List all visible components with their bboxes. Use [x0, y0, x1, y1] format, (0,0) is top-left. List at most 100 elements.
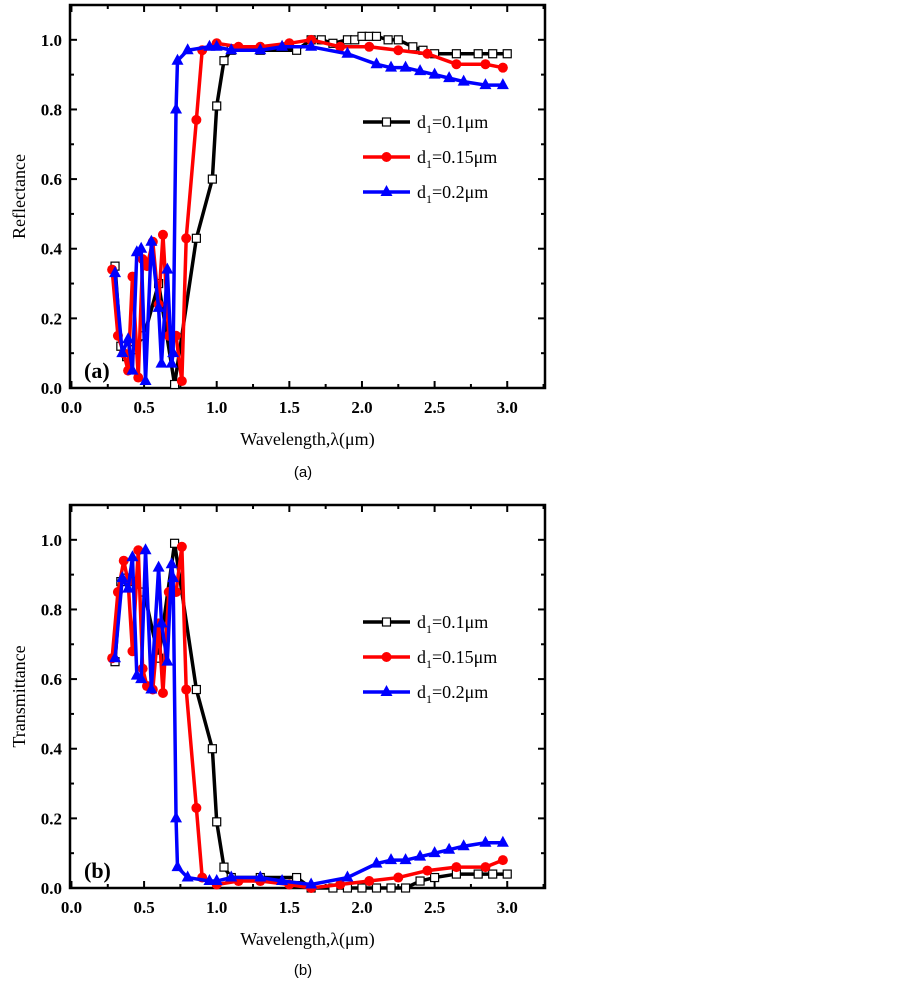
- data-point: [171, 860, 184, 872]
- legend-marker: [380, 185, 393, 196]
- plot-frame: [68, 3, 547, 390]
- data-point: [399, 853, 412, 865]
- data-point: [167, 571, 180, 583]
- series-line: [113, 45, 503, 383]
- data-point: [210, 39, 223, 51]
- data-point: [161, 654, 174, 666]
- data-point: [422, 48, 433, 59]
- data-point: [152, 300, 165, 312]
- data-point: [212, 817, 222, 827]
- x-tick-label: 1.0: [206, 398, 227, 417]
- legend-marker: [381, 617, 392, 627]
- data-point: [254, 870, 267, 882]
- data-point: [171, 53, 184, 65]
- data-point: [191, 684, 201, 695]
- figure-caption: (a): [294, 464, 312, 481]
- data-point: [370, 856, 383, 868]
- data-point: [341, 46, 354, 58]
- x-tick-label: 0.0: [61, 898, 82, 917]
- legend-marker: [381, 117, 392, 127]
- data-point: [480, 862, 491, 873]
- data-point: [157, 229, 168, 240]
- data-point: [497, 855, 508, 866]
- x-tick-label: 1.5: [279, 398, 300, 417]
- data-point: [383, 35, 393, 45]
- data-point: [305, 877, 318, 889]
- data-point: [170, 102, 183, 114]
- data-point: [386, 883, 396, 893]
- data-point: [473, 869, 483, 879]
- legend-label: d1=0.2μm: [417, 182, 488, 206]
- data-point: [428, 67, 441, 79]
- data-point: [393, 35, 403, 45]
- data-point: [181, 43, 194, 55]
- data-point: [422, 865, 433, 876]
- data-point: [145, 682, 158, 694]
- y-tick-label: 0.8: [41, 600, 62, 619]
- data-point: [176, 541, 187, 552]
- data-point: [451, 59, 462, 70]
- data-point: [109, 266, 122, 278]
- data-point: [139, 543, 152, 555]
- data-point: [225, 43, 238, 55]
- x-axis-label: Wavelength,λ(μm): [240, 429, 374, 450]
- legend-label: d1=0.15μm: [417, 147, 497, 171]
- data-point: [480, 59, 491, 70]
- data-point: [165, 557, 178, 569]
- y-tick-label: 0.0: [41, 379, 62, 398]
- y-tick-label: 0.6: [41, 670, 62, 689]
- data-point: [414, 849, 427, 861]
- data-point: [191, 802, 202, 813]
- x-tick-label: 0.5: [133, 398, 154, 417]
- data-point: [161, 262, 174, 274]
- data-point: [457, 74, 470, 86]
- x-tick-label: 3.0: [497, 398, 518, 417]
- y-tick-label: 1.0: [41, 531, 62, 550]
- data-point: [126, 363, 139, 375]
- data-point: [126, 550, 139, 562]
- data-point: [479, 78, 492, 90]
- data-point: [207, 174, 217, 184]
- data-point: [219, 56, 229, 66]
- x-axis-label: Wavelength,λ(μm): [240, 929, 374, 950]
- y-axis-label: Transmittance: [9, 645, 29, 747]
- data-point: [139, 374, 152, 386]
- y-tick-label: 0.4: [41, 740, 63, 759]
- x-tick-label: 3.0: [497, 898, 518, 917]
- series-1: d1=0.15μm: [107, 541, 508, 893]
- data-point: [414, 64, 427, 76]
- data-point: [371, 883, 382, 893]
- legend-label: d1=0.2μm: [417, 682, 488, 706]
- x-tick-label: 1.0: [206, 898, 227, 917]
- data-point: [157, 688, 168, 699]
- data-point: [145, 234, 158, 246]
- data-point: [393, 45, 404, 56]
- chart-panel-0: 0.0 0.5 1.0 1.5 2.0 2.5 3.0 0.0 0.2 0.4 0.6 0.8 1.0 W…: [9, 3, 547, 481]
- series-2: d1=0.2μm: [109, 543, 509, 889]
- data-point: [364, 41, 375, 52]
- legend-marker: [381, 652, 392, 662]
- data-point: [170, 811, 183, 823]
- data-point: [210, 874, 223, 886]
- data-point: [502, 49, 512, 59]
- data-point: [393, 872, 404, 883]
- data-point: [155, 356, 168, 368]
- data-point: [430, 872, 440, 883]
- panel-label: (b): [84, 858, 111, 883]
- data-point: [428, 846, 441, 858]
- data-point: [276, 39, 289, 51]
- data-point: [502, 869, 512, 879]
- x-tick-label: 2.5: [424, 398, 445, 417]
- data-point: [400, 883, 411, 893]
- data-point: [488, 869, 498, 879]
- data-point: [118, 555, 129, 566]
- x-tick-label: 2.0: [351, 398, 372, 417]
- data-point: [212, 101, 222, 111]
- legend-marker: [381, 152, 392, 162]
- y-tick-label: 0.0: [41, 879, 62, 898]
- data-point: [335, 879, 346, 890]
- data-point: [399, 60, 412, 72]
- data-point: [457, 839, 470, 851]
- series-line: [113, 548, 503, 887]
- legend-label: d1=0.1μm: [417, 612, 488, 636]
